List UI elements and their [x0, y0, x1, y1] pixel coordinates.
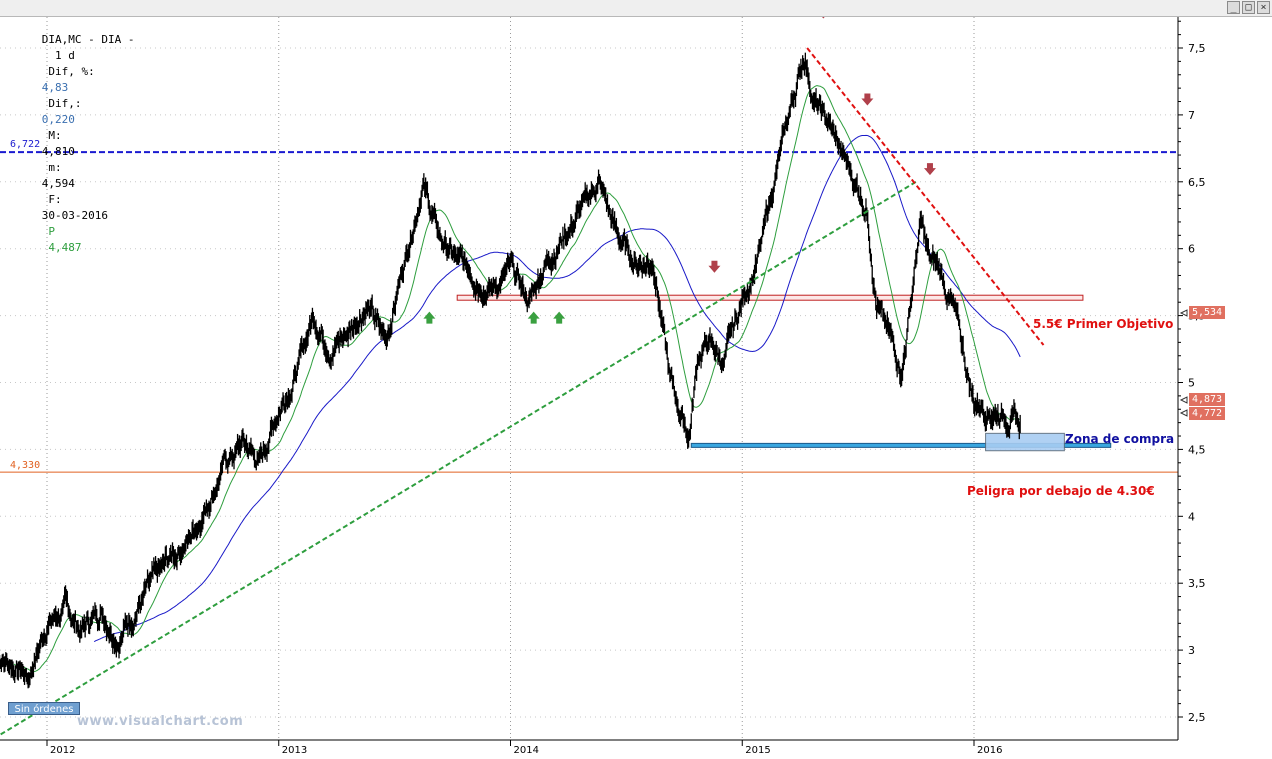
y-tick-label: 3	[1188, 644, 1195, 657]
header-timeframe: 1 d	[55, 49, 75, 62]
header-dif-pct: 4,83	[41, 81, 69, 94]
y-tick-label: 4,5	[1188, 443, 1206, 456]
y-tick-label: 2,5	[1188, 711, 1206, 724]
y-tick-label: 7,5	[1188, 42, 1206, 55]
header-dif-abs-label: Dif,:	[48, 97, 82, 110]
y-tick-label: 3,5	[1188, 577, 1206, 590]
header-dif-abs: 0,220	[41, 113, 75, 126]
annotation-buy-zone: Zona de compra	[1065, 432, 1175, 446]
maximize-button[interactable]: □	[1242, 1, 1255, 14]
buy-zone-box	[985, 432, 1065, 452]
x-tick-label: 2016	[977, 745, 1002, 756]
watermark-text: www.visualchart.com	[77, 714, 244, 729]
header-dif-label: Dif, %:	[48, 65, 95, 78]
y-tick-label: 6,5	[1188, 176, 1206, 189]
x-tick-label: 2012	[50, 745, 75, 756]
arrow-up-icon	[553, 311, 566, 324]
arrow-down-icon	[708, 260, 721, 273]
pointer-ma-icon	[1179, 396, 1188, 404]
level-label-high: 6,722	[10, 139, 41, 150]
pointer-last-icon	[1179, 409, 1188, 417]
minimize-button[interactable]: _	[1227, 1, 1240, 14]
resistance-band	[456, 294, 1084, 301]
x-tick-label: 2014	[514, 745, 539, 756]
header-last: 4,487	[48, 241, 82, 254]
annotation-danger: Peligra por debajo de 4.30€	[967, 484, 1155, 498]
orders-status-badge[interactable]: Sin órdenes	[8, 702, 80, 715]
price-box-last: 4,772	[1189, 407, 1225, 420]
price-box-resistance: 5,534	[1189, 306, 1225, 319]
annotation-objective: 5.5€ Primer Objetivo	[1033, 317, 1174, 331]
chart-header: DIA,MC - DIA - 1 d Dif, %: 4,83 Dif,: 0,…	[0, 0, 1272, 254]
level-label-low: 4,330	[10, 460, 41, 471]
header-max: 4,810	[41, 145, 75, 158]
y-tick-label: 7	[1188, 109, 1195, 122]
arrow-up-icon	[423, 311, 436, 324]
y-tick-label: 5	[1188, 377, 1195, 390]
arrow-down-icon	[861, 93, 874, 106]
y-tick-label: 6	[1188, 243, 1195, 256]
moving-average-long	[93, 134, 1021, 643]
arrow-down-icon	[923, 163, 936, 176]
trendline-up	[0, 180, 917, 736]
header-max-label: M:	[48, 129, 62, 142]
header-symbol: DIA,MC - DIA -	[41, 33, 135, 46]
pointer-resistance-icon	[1179, 309, 1188, 317]
price-box-ma: 4,873	[1189, 393, 1225, 406]
header-min-label: m:	[48, 161, 62, 174]
header-date-label: F:	[48, 193, 62, 206]
arrow-up-icon	[527, 311, 540, 324]
trendline-down	[806, 47, 1045, 346]
plot-area	[0, 17, 1178, 740]
header-min: 4,594	[41, 177, 75, 190]
header-last-label: P	[48, 225, 55, 238]
x-tick-label: 2015	[745, 745, 770, 756]
close-button[interactable]: ×	[1257, 1, 1270, 14]
y-tick-label: 4	[1188, 510, 1195, 523]
header-date: 30-03-2016	[41, 209, 108, 222]
x-tick-label: 2013	[282, 745, 307, 756]
support-band	[690, 442, 1112, 448]
